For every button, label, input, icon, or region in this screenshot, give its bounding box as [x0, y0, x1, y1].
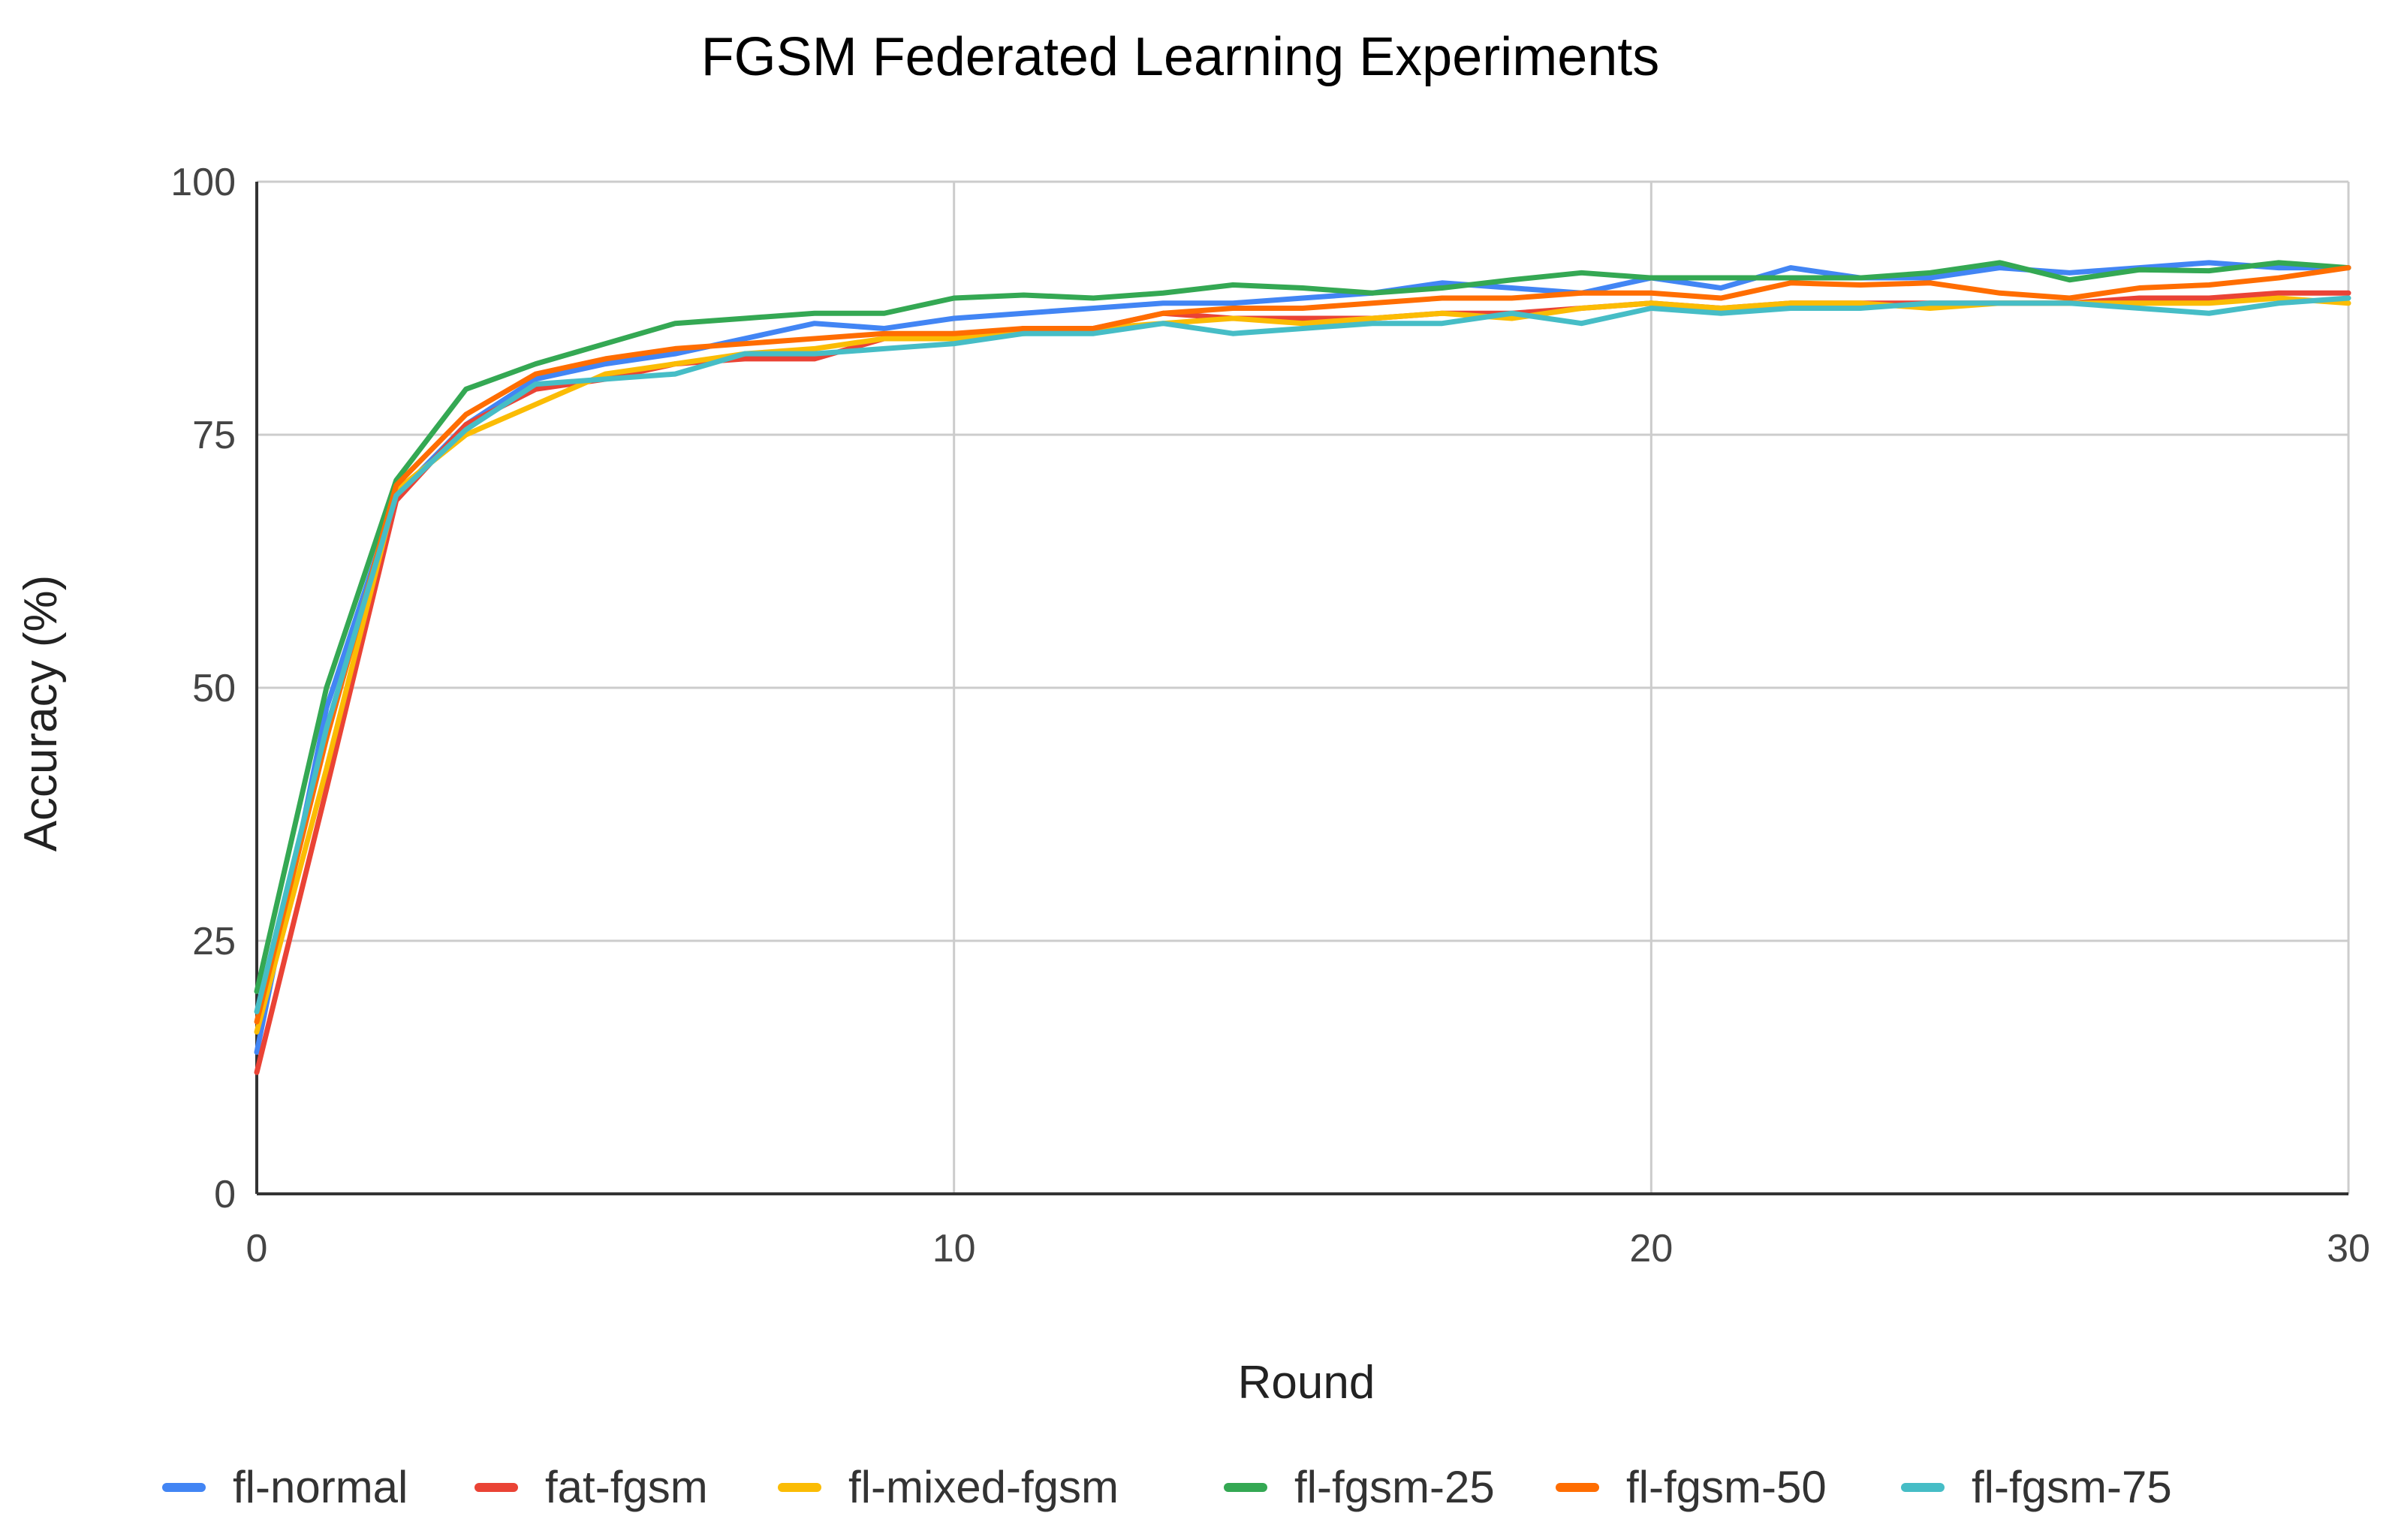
x-tick-label: 10 — [932, 1227, 976, 1270]
tick-labels: 0 25 50 75 100 0 10 20 30 — [170, 161, 2370, 1270]
y-tick-label: 50 — [192, 667, 236, 710]
gridlines — [257, 180, 2350, 1194]
y-tick-label: 100 — [170, 161, 236, 204]
series-line-fl-fgsm-25 — [254, 260, 2351, 994]
series-line-fat-fgsm — [254, 290, 2351, 1075]
y-tick-label: 0 — [214, 1173, 236, 1216]
series-line-fl-mixed-fgsm — [254, 295, 2351, 1035]
chart-title: FGSM Federated Learning Experiments — [701, 27, 1660, 87]
y-tick-label: 75 — [192, 414, 236, 457]
series-line-fl-normal — [254, 260, 2351, 1055]
legend-label-fat-fgsm: fat-fgsm — [545, 1462, 708, 1512]
legend-label-fl-normal: fl-normal — [233, 1462, 408, 1512]
x-tick-label: 30 — [2327, 1227, 2370, 1270]
x-axis-title: Round — [1238, 1357, 1375, 1409]
y-axis-title: Accuracy (%) — [15, 575, 67, 852]
x-tick-label: 20 — [1629, 1227, 1673, 1270]
legend-label-fl-fgsm-75: fl-fgsm-75 — [1972, 1462, 2172, 1512]
x-tick-label: 0 — [246, 1227, 268, 1270]
legend-label-fl-mixed-fgsm: fl-mixed-fgsm — [848, 1462, 1119, 1512]
y-tick-label: 25 — [192, 920, 236, 963]
series-line-fl-fgsm-50 — [254, 265, 2351, 1025]
series-line-fl-fgsm-75 — [254, 295, 2351, 1014]
legend-label-fl-fgsm-50: fl-fgsm-50 — [1626, 1462, 1827, 1512]
legend-label-fl-fgsm-25: fl-fgsm-25 — [1294, 1462, 1495, 1512]
series-lines — [254, 260, 2351, 1075]
legend: fl-normal fat-fgsm fl-mixed-fgsm fl-fgsm-25… — [162, 1462, 2172, 1512]
